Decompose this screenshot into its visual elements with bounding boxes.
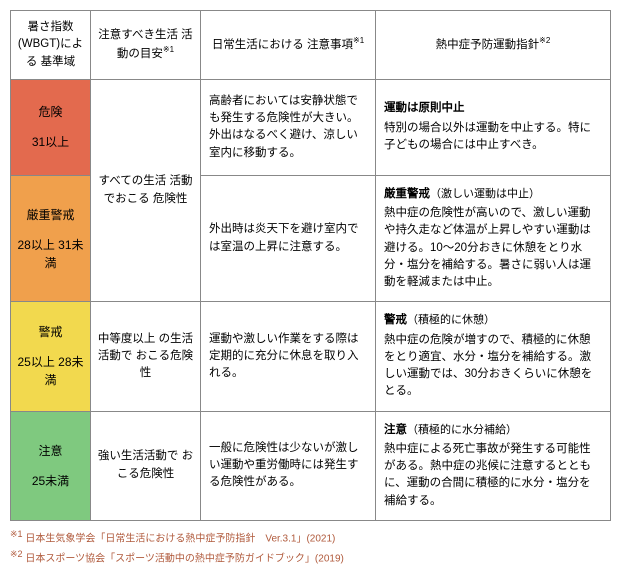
level-range: 28以上 31未満 bbox=[15, 236, 86, 272]
exercise-subtitle: （激しい運動は中止） bbox=[430, 188, 540, 200]
level-range: 31以上 bbox=[15, 133, 86, 151]
level-cell: 警戒 25以上 28未満 bbox=[11, 302, 91, 411]
table-row: 警戒 25以上 28未満中等度以上 の生活活動で おこる危険性運動や激しい作業をす… bbox=[11, 302, 611, 411]
level-range: 25以上 28未満 bbox=[15, 353, 86, 389]
footnotes: ※1 日本生気象学会「日常生活における熱中症予防指針 Ver.3.1」(2021… bbox=[10, 527, 610, 568]
level-cell: 注意 25未満 bbox=[11, 411, 91, 520]
activity-cell: 中等度以上 の生活活動で おこる危険性 bbox=[91, 302, 201, 411]
exercise-body: 特別の場合以外は運動を中止する。特に子どもの場合には中止すべき。 bbox=[384, 120, 602, 155]
exercise-title: 警戒 bbox=[384, 314, 407, 326]
exercise-cell: 厳重警戒（激しい運動は中止） 熱中症の危険性が高いので、激しい運動や持久走など体温… bbox=[376, 175, 611, 302]
table-row: 注意 25未満強い生活活動で おこる危険性一般に危険性は少ないが激しい運動や重労働… bbox=[11, 411, 611, 520]
exercise-body: 熱中症による死亡事故が発生する可能性がある。熱中症の兆候に注意するとともに、運動… bbox=[384, 441, 602, 510]
header-daily: 日常生活における 注意事項※1 bbox=[201, 11, 376, 80]
daily-cell: 高齢者においては安静状態でも発生する危険性が大きい。外出はなるべく避け、涼しい室… bbox=[201, 79, 376, 175]
activity-cell: 強い生活活動で おこる危険性 bbox=[91, 411, 201, 520]
header-row: 暑さ指数 (WBGT)による 基準域 注意すべき生活 活動の目安※1 日常生活に… bbox=[11, 11, 611, 80]
daily-cell: 運動や激しい作業をする際は定期的に充分に休息を取り入れる。 bbox=[201, 302, 376, 411]
header-exercise: 熱中症予防運動指針※2 bbox=[376, 11, 611, 80]
exercise-body: 熱中症の危険が増すので、積極的に休憩をとり適宜、水分・塩分を補給する。激しい運動… bbox=[384, 332, 602, 401]
footnote-1: ※1 日本生気象学会「日常生活における熱中症予防指針 Ver.3.1」(2021… bbox=[10, 527, 610, 547]
level-cell: 危険 31以上 bbox=[11, 79, 91, 175]
activity-cell: すべての生活 活動でおこる 危険性 bbox=[91, 79, 201, 302]
daily-cell: 一般に危険性は少ないが激しい運動や重労働時には発生する危険性がある。 bbox=[201, 411, 376, 520]
exercise-body: 熱中症の危険性が高いので、激しい運動や持久走など体温が上昇しやすい運動は避ける。… bbox=[384, 205, 602, 291]
exercise-cell: 運動は原則中止特別の場合以外は運動を中止する。特に子どもの場合には中止すべき。 bbox=[376, 79, 611, 175]
exercise-subtitle: （積極的に休憩） bbox=[407, 314, 495, 326]
header-wbgt: 暑さ指数 (WBGT)による 基準域 bbox=[11, 11, 91, 80]
level-name: 厳重警戒 bbox=[15, 206, 86, 224]
level-cell: 厳重警戒 28以上 31未満 bbox=[11, 175, 91, 302]
exercise-subtitle: （積極的に水分補給） bbox=[407, 424, 517, 436]
exercise-cell: 警戒（積極的に休憩） 熱中症の危険が増すので、積極的に休憩をとり適宜、水分・塩分を… bbox=[376, 302, 611, 411]
exercise-title: 厳重警戒 bbox=[384, 188, 430, 200]
table-row: 危険31以上すべての生活 活動でおこる 危険性高齢者においては安静状態でも発生す… bbox=[11, 79, 611, 175]
level-name: 警戒 bbox=[15, 323, 86, 341]
wbgt-table: 暑さ指数 (WBGT)による 基準域 注意すべき生活 活動の目安※1 日常生活に… bbox=[10, 10, 611, 521]
exercise-title: 運動は原則中止 bbox=[384, 102, 465, 114]
footnote-2: ※2 日本スポーツ協会「スポーツ活動中の熱中症予防ガイドブック」(2019) bbox=[10, 547, 610, 567]
header-activity: 注意すべき生活 活動の目安※1 bbox=[91, 11, 201, 80]
level-name: 注意 bbox=[15, 442, 86, 460]
level-name: 危険 bbox=[15, 103, 86, 121]
daily-cell: 外出時は炎天下を避け室内では室温の上昇に注意する。 bbox=[201, 175, 376, 302]
level-range: 25未満 bbox=[15, 472, 86, 490]
exercise-title: 注意 bbox=[384, 424, 407, 436]
exercise-cell: 注意（積極的に水分補給） 熱中症による死亡事故が発生する可能性がある。熱中症の兆候… bbox=[376, 411, 611, 520]
